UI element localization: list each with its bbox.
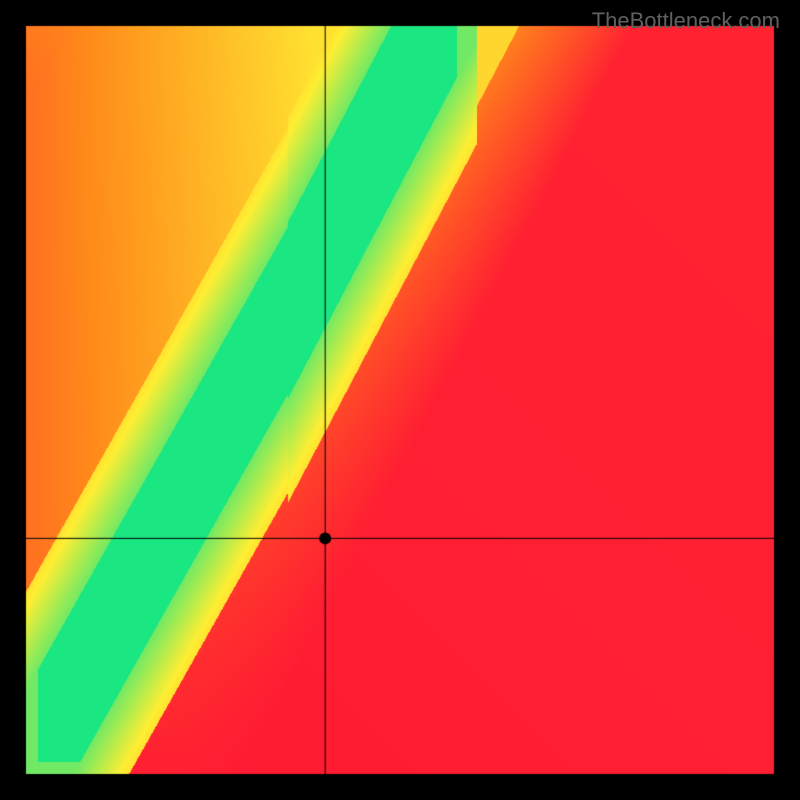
chart-container: TheBottleneck.com (0, 0, 800, 800)
watermark-text: TheBottleneck.com (592, 8, 780, 34)
bottleneck-heatmap (0, 0, 800, 800)
